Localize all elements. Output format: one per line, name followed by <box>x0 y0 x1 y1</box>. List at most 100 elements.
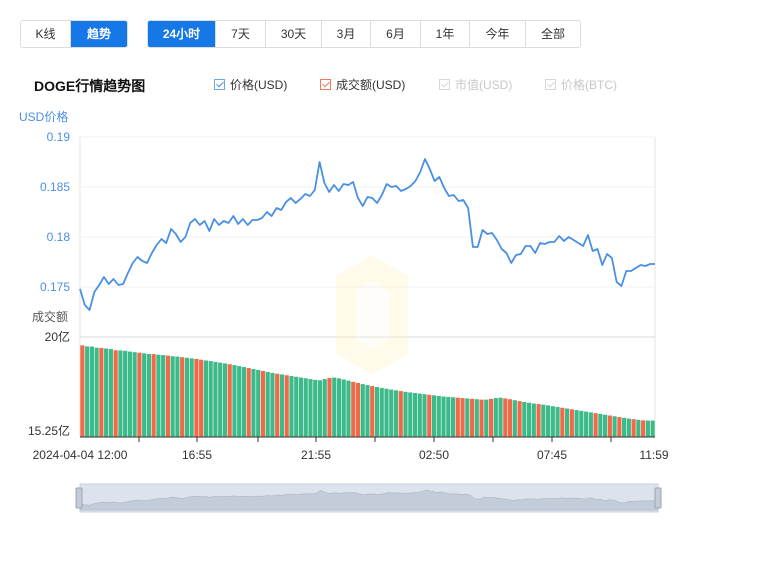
volume-bar <box>417 393 422 437</box>
volume-bar <box>108 349 113 437</box>
volume-bar <box>94 347 99 437</box>
range-24h-button[interactable]: 24小时 <box>148 21 216 47</box>
volume-bar <box>80 345 85 437</box>
volume-bar <box>298 377 304 437</box>
volume-bar <box>641 420 646 437</box>
volume-bar <box>146 353 151 437</box>
volume-bar <box>526 402 532 437</box>
checkbox-icon[interactable] <box>439 79 450 90</box>
volume-bar <box>546 405 551 437</box>
range-ytd-button[interactable]: 今年 <box>470 21 526 47</box>
volume-bar <box>650 420 655 437</box>
volume-bar <box>584 411 589 437</box>
volume-bar <box>603 414 608 437</box>
volume-bar <box>260 370 266 437</box>
range-all-button[interactable]: 全部 <box>526 21 580 47</box>
zoom-slider-right-handle[interactable] <box>654 487 662 509</box>
volume-bar <box>218 362 223 437</box>
range-6m-button[interactable]: 6月 <box>371 21 421 47</box>
volume-bar <box>327 377 332 437</box>
legend-price-label: 价格(USD) <box>230 78 288 92</box>
volume-bar <box>232 365 237 437</box>
volume-bar <box>622 417 627 437</box>
range-3m-button[interactable]: 3月 <box>322 21 371 47</box>
x-tick-label: 16:55 <box>182 448 212 462</box>
volume-bar <box>550 406 555 437</box>
checkbox-icon[interactable] <box>545 79 556 90</box>
volume-bar <box>436 395 441 437</box>
volume-axis-ticks: 20亿 15.25亿 <box>28 329 70 438</box>
volume-bar <box>142 353 147 437</box>
x-tick-label: 11:59 <box>639 448 668 462</box>
volume-bar <box>294 376 299 437</box>
checkbox-icon[interactable] <box>320 79 331 90</box>
volume-bar <box>645 420 650 437</box>
volume-axis-title: 成交额 <box>32 310 69 324</box>
volume-bar <box>455 397 460 437</box>
volume-bar <box>151 354 156 437</box>
volume-bar <box>617 417 622 437</box>
volume-bar <box>469 398 475 437</box>
range-30d-button[interactable]: 30天 <box>266 21 322 47</box>
price-axis-title: USD价格 <box>19 110 69 124</box>
volume-bar <box>503 398 508 437</box>
volume-bar <box>332 377 337 437</box>
volume-bars <box>80 345 655 437</box>
legend-price-btc[interactable]: 价格(BTC) <box>545 76 617 93</box>
volume-bar <box>89 346 94 437</box>
volume-bar <box>408 392 413 437</box>
x-axis: 2024-04-04 12:00 16:55 21:55 02:50 07:45 11:5… <box>33 436 669 462</box>
zoom-slider-left-handle[interactable] <box>75 487 83 509</box>
legend-market-cap[interactable]: 市值(USD) <box>439 76 512 93</box>
volume-bar <box>189 358 194 437</box>
tab-trend[interactable]: 趋势 <box>71 21 127 47</box>
volume-bar <box>208 361 213 437</box>
volume-bar <box>389 389 394 437</box>
volume-bar <box>270 372 275 437</box>
range-7d-button[interactable]: 7天 <box>216 21 266 47</box>
volume-bar <box>517 401 522 437</box>
watermark-logo-icon <box>336 255 408 375</box>
volume-bar <box>522 401 527 437</box>
zoom-slider <box>75 483 662 513</box>
legend-price[interactable]: 价格(USD) <box>214 76 287 93</box>
volume-bar <box>636 419 641 437</box>
tab-kline[interactable]: K线 <box>21 21 71 47</box>
volume-tick-label: 15.25亿 <box>28 423 70 438</box>
volume-bar <box>180 357 185 437</box>
volume-bar <box>374 387 380 437</box>
volume-bar <box>104 348 109 437</box>
volume-bar <box>536 404 541 437</box>
volume-bar <box>422 394 427 437</box>
volume-bar <box>607 415 612 437</box>
volume-bar <box>241 367 247 437</box>
volume-bar <box>132 352 137 437</box>
volume-bar <box>488 398 494 437</box>
legend-volume[interactable]: 成交额(USD) <box>320 76 405 93</box>
volume-bar <box>631 419 636 437</box>
volume-bar <box>555 406 560 437</box>
volume-bar <box>265 371 270 437</box>
range-1y-button[interactable]: 1年 <box>421 21 470 47</box>
volume-bar <box>341 379 346 437</box>
volume-bar <box>541 404 546 437</box>
volume-bar <box>336 378 342 437</box>
x-tick-label: 07:45 <box>537 448 567 462</box>
checkbox-icon[interactable] <box>214 79 225 90</box>
volume-bar <box>460 398 465 437</box>
volume-bar <box>355 382 361 437</box>
volume-bar <box>403 391 408 437</box>
volume-bar <box>237 366 242 437</box>
volume-bar <box>303 378 308 437</box>
volume-bar <box>579 410 584 437</box>
volume-bar <box>441 396 446 437</box>
volume-bar <box>118 350 123 437</box>
volume-bar <box>170 356 175 437</box>
volume-bar <box>465 398 470 437</box>
volume-bar <box>427 394 432 437</box>
volume-bar <box>222 363 228 437</box>
volume-bar <box>289 375 294 437</box>
volume-bar <box>393 390 399 437</box>
volume-bar <box>398 391 403 437</box>
volume-bar <box>531 403 536 437</box>
